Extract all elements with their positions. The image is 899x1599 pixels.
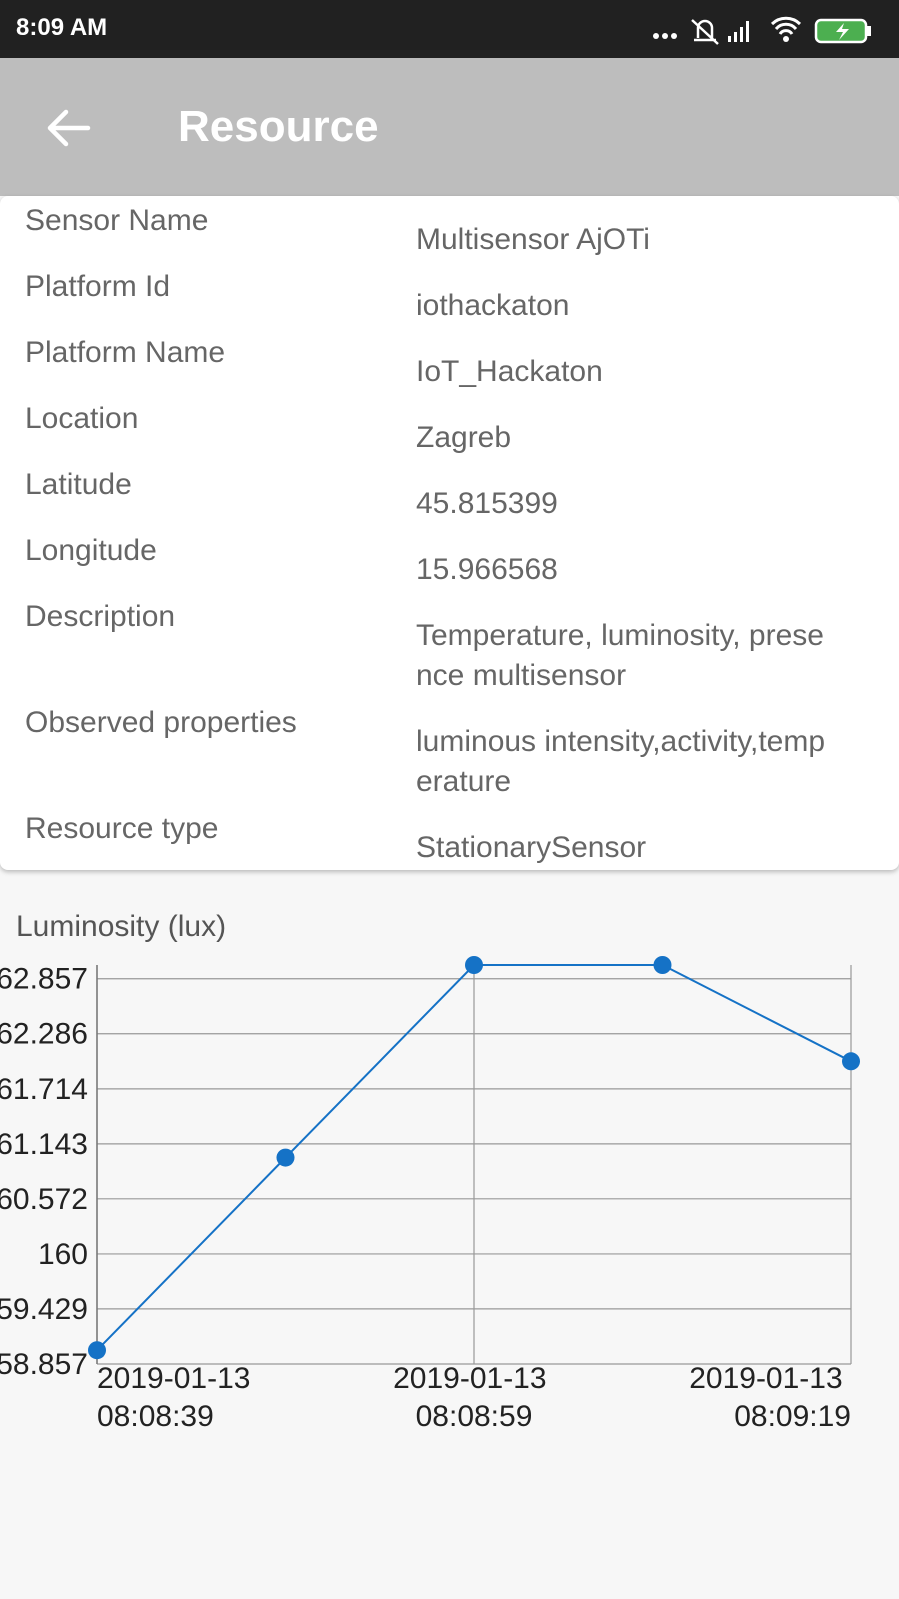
y-tick-label: 161.714 — [0, 1073, 88, 1106]
status-bar: 8:09 AM — [0, 0, 899, 58]
detail-row: Location Zagreb — [0, 399, 899, 465]
detail-value: Zagreb — [416, 421, 512, 454]
y-tick-label: 160 — [38, 1238, 88, 1271]
x-tick-label: 2019-01-13 08:08:59 — [393, 1362, 555, 1433]
chart: Luminosity (lux) 158.857 159.429 160 160.57… — [0, 910, 860, 1433]
detail-label: Platform Id — [25, 270, 171, 303]
detail-row: Platform Id iothackaton — [0, 267, 899, 333]
detail-value: Temperature, luminosity, presence multis… — [416, 619, 824, 692]
y-tick-label: 161.143 — [0, 1128, 88, 1161]
detail-label: Observed properties — [25, 706, 297, 739]
y-tick-label: 160.572 — [0, 1183, 88, 1216]
back-button[interactable] — [44, 106, 92, 150]
x-tick-label: 2019-01-13 08:08:39 — [97, 1362, 259, 1433]
data-point — [88, 1341, 106, 1360]
y-tick-label: 159.429 — [0, 1293, 88, 1326]
status-icons — [653, 16, 871, 45]
detail-label: Location — [25, 402, 139, 435]
detail-label: Resource type — [25, 812, 219, 845]
detail-label: Platform Name — [25, 336, 226, 369]
y-tick-label: 162.286 — [0, 1018, 88, 1051]
detail-value: StationarySensor — [416, 831, 647, 864]
detail-label: Sensor Name — [25, 204, 209, 237]
detail-value: 15.966568 — [416, 553, 558, 586]
detail-label: Description — [25, 600, 176, 633]
app-bar: Resource — [0, 58, 899, 196]
x-tick-label: 2019-01-13 08:09:19 — [689, 1362, 851, 1433]
details-card: Sensor Name Multisensor AjOTi Platform Id i… — [0, 196, 899, 870]
detail-row: Resource type StationarySensor — [0, 809, 899, 875]
chart-title: Luminosity (lux) — [16, 910, 226, 943]
data-point — [465, 956, 483, 974]
detail-value: Multisensor AjOTi — [416, 223, 650, 256]
detail-value: luminous intensity,activity,temperature — [416, 725, 826, 798]
y-tick-label: 162.857 — [0, 963, 88, 996]
data-point — [276, 1148, 295, 1167]
detail-value: IoT_Hackaton — [416, 355, 603, 388]
y-tick-label: 158.857 — [0, 1348, 88, 1381]
data-point — [842, 1052, 860, 1071]
status-time: 8:09 AM — [16, 14, 108, 41]
details-list: Sensor Name Multisensor AjOTi Platform Id i… — [0, 201, 899, 875]
detail-label: Latitude — [25, 468, 132, 501]
app-title: Resource — [178, 102, 379, 151]
detail-row: Observed properties luminous intensity,ac… — [0, 703, 899, 809]
detail-row: Description Temperature, luminosity, pres… — [0, 597, 899, 703]
detail-row: Platform Name IoT_Hackaton — [0, 333, 899, 399]
detail-value: iothackaton — [416, 289, 570, 322]
data-point — [653, 956, 672, 974]
detail-label: Longitude — [25, 534, 157, 567]
detail-row: Latitude 45.815399 — [0, 465, 899, 531]
detail-row: Longitude 15.966568 — [0, 531, 899, 597]
detail-value: 45.815399 — [416, 487, 558, 520]
detail-row: Sensor Name Multisensor AjOTi — [0, 201, 899, 267]
